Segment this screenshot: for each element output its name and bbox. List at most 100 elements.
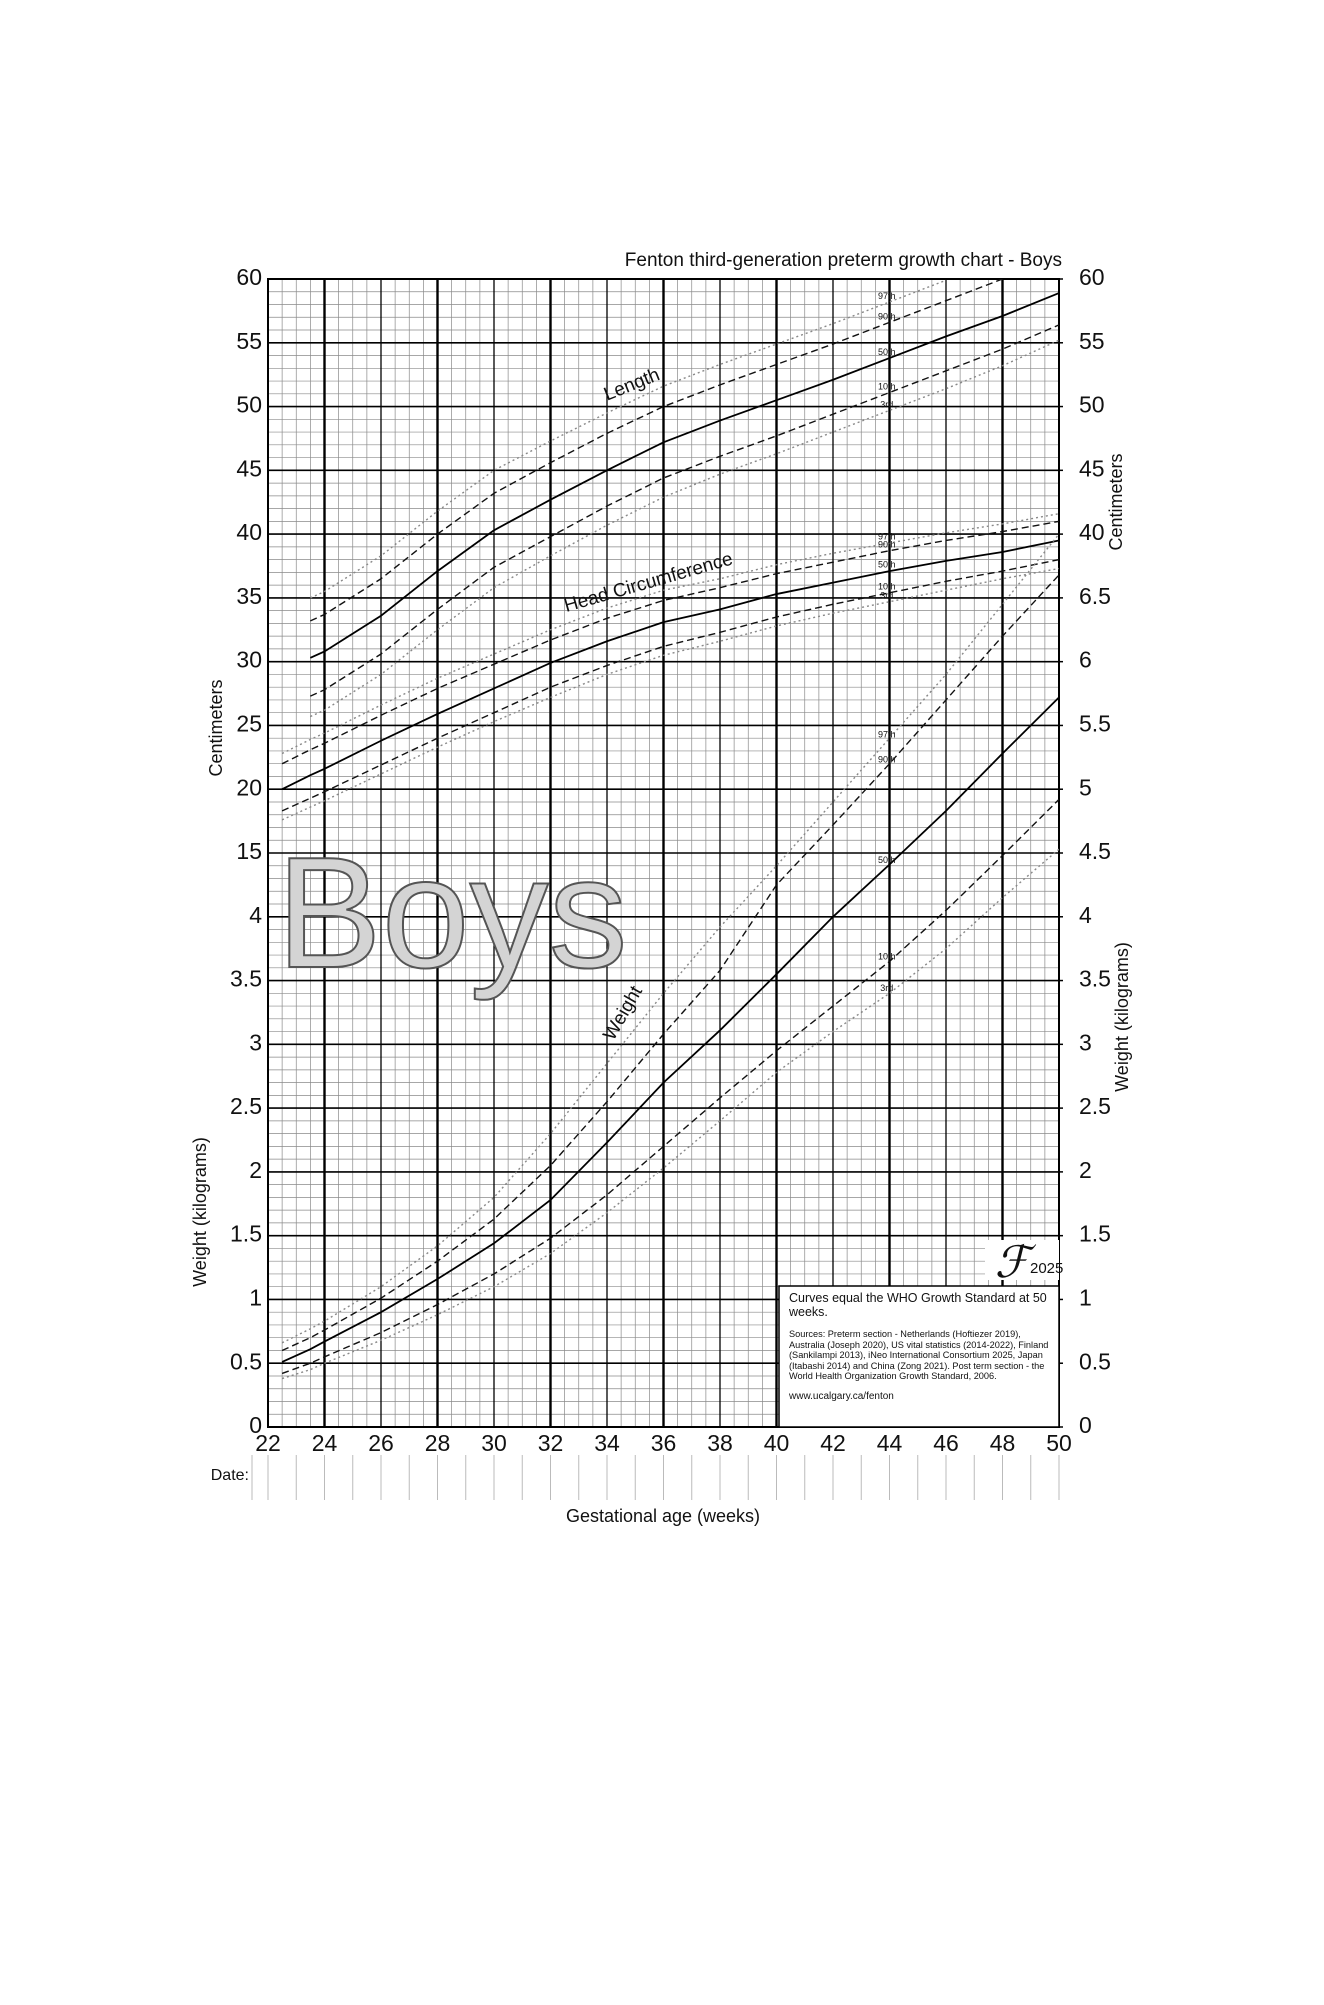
curve xyxy=(281,533,1059,1344)
x-tick-label: 26 xyxy=(368,1430,394,1456)
curve xyxy=(310,324,1059,697)
chart-title: Fenton third-generation preterm growth c… xyxy=(625,250,1062,271)
x-tick-label: 44 xyxy=(877,1430,903,1456)
y-tick-label: 20 xyxy=(236,774,262,800)
percentile-label: 10th xyxy=(878,382,896,392)
y-tick-label: 3.5 xyxy=(230,966,262,992)
percentile-label: 97th xyxy=(878,291,896,301)
info-box xyxy=(778,1285,1060,1428)
y-tick-label: 60 xyxy=(236,264,262,290)
y2-tick-label: 0 xyxy=(1079,1412,1092,1438)
percentile-label: 10th xyxy=(878,952,896,962)
y2-tick-label: 4 xyxy=(1079,902,1092,928)
y-tick-label: 2.5 xyxy=(230,1093,262,1119)
y-tick-label: 1 xyxy=(249,1285,262,1311)
watermark: Boys xyxy=(276,825,627,1001)
y-tick-label: 35 xyxy=(236,583,262,609)
percentile-label: 90th xyxy=(878,755,896,765)
y-axis-title: Centimeters xyxy=(1106,453,1126,550)
percentile-label: 97th xyxy=(878,729,896,739)
y2-tick-label: 1.5 xyxy=(1079,1221,1111,1247)
y2-tick-label: 55 xyxy=(1079,328,1105,354)
x-tick-label: 24 xyxy=(312,1430,338,1456)
y-axis-title: Centimeters xyxy=(206,679,226,776)
curve-label: Length xyxy=(601,364,663,405)
x-tick-label: 40 xyxy=(764,1430,790,1456)
x-tick-label: 48 xyxy=(990,1430,1016,1456)
x-axis-title: Gestational age (weeks) xyxy=(566,1506,760,1526)
x-tick-label: 42 xyxy=(820,1430,846,1456)
info-content: Curves equal the WHO Growth Standard at … xyxy=(785,1288,1055,1405)
y-tick-label: 55 xyxy=(236,328,262,354)
info-note: Curves equal the WHO Growth Standard at … xyxy=(789,1291,1047,1319)
y2-tick-label: 3 xyxy=(1079,1029,1092,1055)
percentile-label: 97th xyxy=(878,532,896,542)
y2-tick-label: 50 xyxy=(1079,392,1105,418)
curve xyxy=(310,279,1003,622)
y-tick-label: 1.5 xyxy=(230,1221,262,1247)
curve xyxy=(281,696,1059,1363)
y-tick-label: 50 xyxy=(236,392,262,418)
x-tick-label: 28 xyxy=(425,1430,451,1456)
curve xyxy=(281,567,1059,821)
curves xyxy=(281,279,1059,1380)
y-axis-title: Weight (kilograms) xyxy=(190,1137,210,1287)
x-tick-label: 50 xyxy=(1046,1430,1072,1456)
x-tick-label: 46 xyxy=(933,1430,959,1456)
curve xyxy=(281,848,1059,1380)
x-tick-label: 38 xyxy=(707,1430,733,1456)
y-tick-label: 25 xyxy=(236,711,262,737)
info-sources: Sources: Preterm section - Netherlands (… xyxy=(789,1329,1049,1381)
y2-tick-label: 3.5 xyxy=(1079,966,1111,992)
x-tick-label: 34 xyxy=(594,1430,620,1456)
y2-tick-label: 6 xyxy=(1079,647,1092,673)
x-tick-label: 36 xyxy=(651,1430,677,1456)
y2-tick-label: 0.5 xyxy=(1079,1348,1111,1374)
y2-tick-label: 2 xyxy=(1079,1157,1092,1183)
percentile-label: 90th xyxy=(878,539,896,549)
y2-tick-label: 6.5 xyxy=(1079,583,1111,609)
curve xyxy=(281,539,1059,791)
curve xyxy=(281,520,1059,765)
curve-label: Head Circumference xyxy=(562,549,735,617)
y-tick-label: 40 xyxy=(236,519,262,545)
y2-tick-label: 4.5 xyxy=(1079,838,1111,864)
y-tick-label: 0.5 xyxy=(230,1348,262,1374)
y2-tick-label: 2.5 xyxy=(1079,1093,1111,1119)
y-tick-label: 2 xyxy=(249,1157,262,1183)
logo-box xyxy=(985,1240,1059,1280)
y-tick-label: 45 xyxy=(236,455,262,481)
info-text: Curves equal the WHO Growth Standard at … xyxy=(785,1288,1055,1405)
y2-tick-label: 1 xyxy=(1079,1285,1092,1311)
percentile-label: 90th xyxy=(878,311,896,321)
x-tick-label: 32 xyxy=(538,1430,564,1456)
percentile-label: 3rd xyxy=(880,983,893,993)
y2-tick-label: 45 xyxy=(1079,455,1105,481)
percentile-label: 50th xyxy=(878,560,896,570)
curve xyxy=(281,574,1059,1352)
curve xyxy=(310,339,1059,718)
curve xyxy=(310,292,1059,659)
info-url: www.ucalgary.ca/fenton xyxy=(789,1390,894,1402)
y-axis-title: Weight (kilograms) xyxy=(1112,942,1132,1092)
y-tick-label: 30 xyxy=(236,647,262,673)
x-tick-label: 22 xyxy=(255,1430,281,1456)
y-tick-label: 15 xyxy=(236,838,262,864)
curve xyxy=(281,558,1059,812)
y2-tick-label: 5.5 xyxy=(1079,711,1111,737)
percentile-label: 10th xyxy=(878,581,896,591)
curve xyxy=(310,279,947,599)
percentile-label: 50th xyxy=(878,855,896,865)
y2-tick-label: 40 xyxy=(1079,519,1105,545)
percentile-label: 3rd xyxy=(880,590,893,600)
curve xyxy=(281,513,1059,755)
y-tick-label: 3 xyxy=(249,1029,262,1055)
date-label: Date: xyxy=(211,1467,249,1484)
y2-tick-label: 60 xyxy=(1079,264,1105,290)
y-tick-label: 0 xyxy=(249,1412,262,1438)
x-tick-label: 30 xyxy=(481,1430,507,1456)
grid xyxy=(267,278,1060,1428)
logo-year: 2025 xyxy=(1030,1260,1063,1277)
